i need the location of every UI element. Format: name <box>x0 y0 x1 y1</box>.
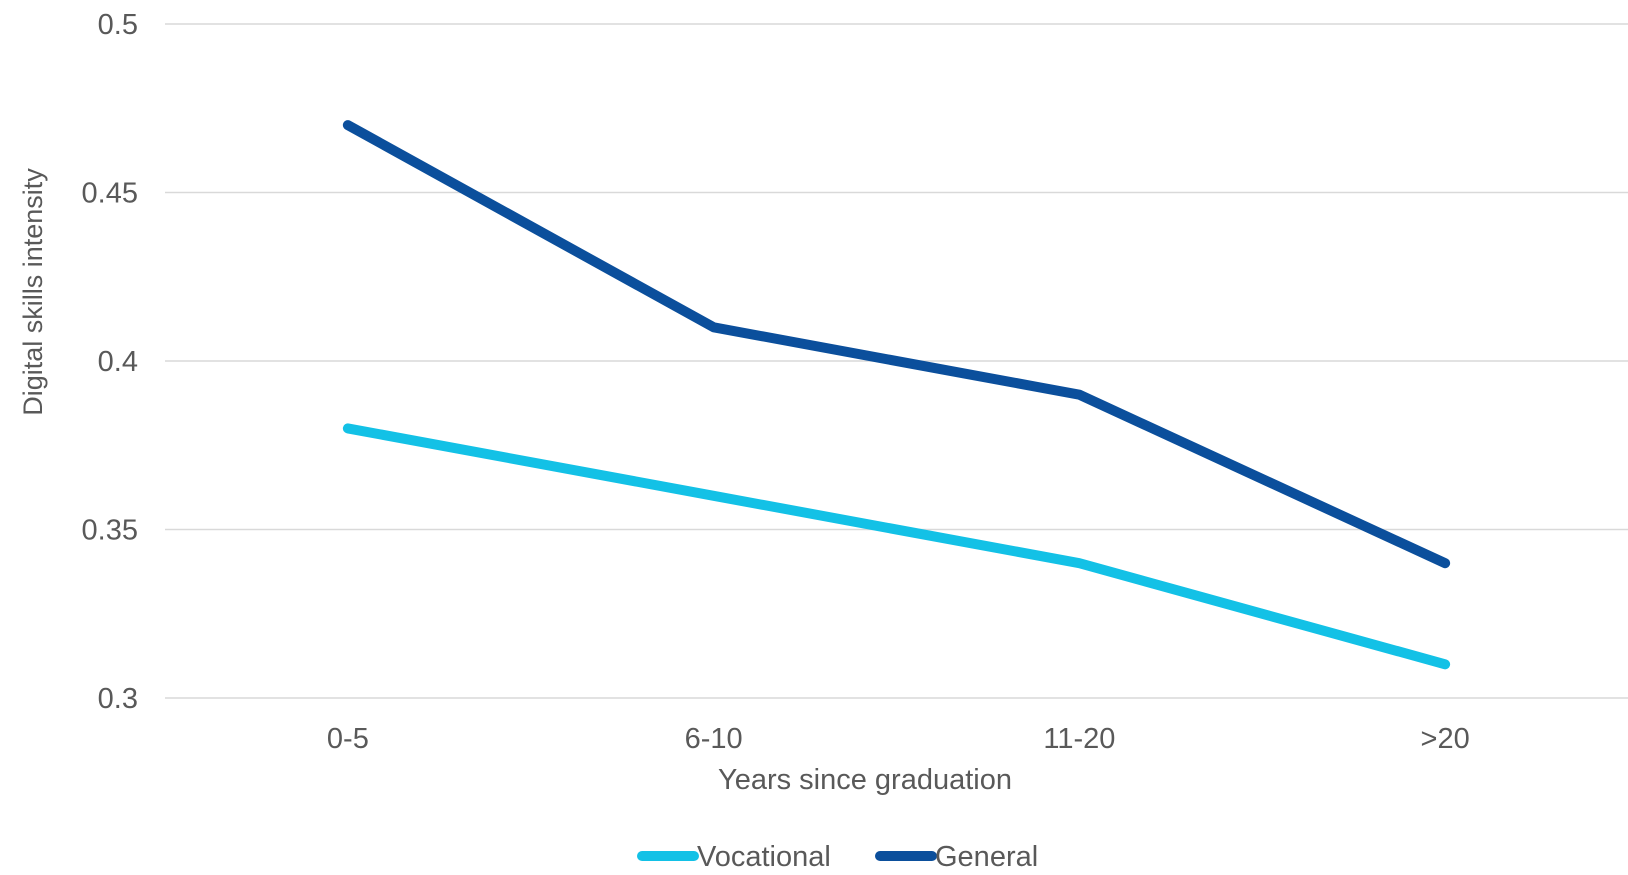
y-axis-label: Digital skills intensity <box>18 168 48 416</box>
series-line-general <box>348 125 1445 563</box>
y-axis-ticks: 0.3 0.35 0.4 0.45 0.5 <box>82 9 138 715</box>
y-tick-label: 0.45 <box>82 178 138 210</box>
series-lines <box>348 125 1445 664</box>
series-line-vocational <box>348 428 1445 664</box>
legend-label: General <box>935 841 1038 870</box>
y-tick-label: 0.3 <box>98 683 138 715</box>
legend: Vocational General <box>642 841 1038 870</box>
x-tick-label: 11-20 <box>1043 723 1115 755</box>
x-tick-label: 6-10 <box>685 723 743 755</box>
x-axis-label: Years since graduation <box>718 764 1012 796</box>
y-tick-label: 0.4 <box>98 346 138 378</box>
y-tick-label: 0.35 <box>82 515 138 547</box>
y-tick-label: 0.5 <box>98 9 138 41</box>
x-tick-label: >20 <box>1421 723 1470 755</box>
legend-label: Vocational <box>697 841 831 870</box>
x-tick-label: 0-5 <box>327 723 369 755</box>
x-axis-ticks: 0-5 6-10 11-20 >20 <box>327 723 1470 755</box>
